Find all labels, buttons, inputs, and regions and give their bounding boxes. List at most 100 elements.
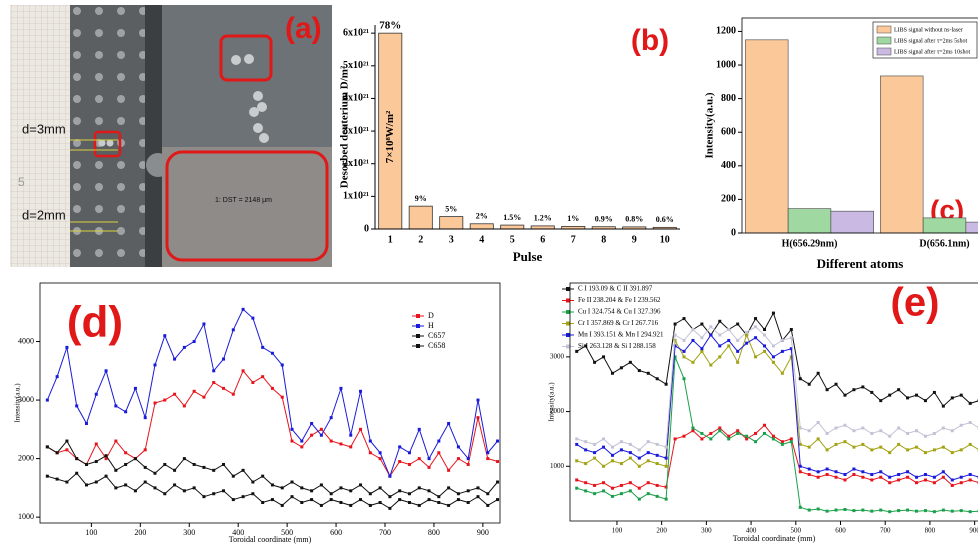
- point: [45, 474, 49, 478]
- point: [496, 480, 500, 484]
- point: [628, 489, 632, 493]
- x-tick-label: 500: [281, 528, 293, 537]
- x-tick-label: 3: [449, 234, 454, 245]
- point: [378, 451, 382, 455]
- point: [456, 492, 460, 496]
- point: [906, 431, 910, 435]
- point: [968, 442, 972, 446]
- point: [941, 475, 945, 479]
- point: [762, 349, 766, 353]
- point: [879, 470, 883, 474]
- point: [476, 495, 480, 499]
- point: [290, 427, 294, 431]
- point: [628, 456, 632, 460]
- point: [212, 492, 216, 496]
- point: [771, 355, 775, 359]
- point: [593, 456, 597, 460]
- point: [310, 489, 314, 493]
- series-line: [576, 334, 978, 481]
- y-tick-label: 1x10²¹: [343, 191, 369, 202]
- x-tick-label: 700: [880, 527, 891, 535]
- point: [888, 475, 892, 479]
- point: [673, 437, 677, 441]
- point: [619, 366, 623, 370]
- point: [709, 431, 713, 435]
- zoom-image: [162, 5, 332, 147]
- point: [888, 451, 892, 455]
- x-tick-label: 800: [428, 528, 440, 537]
- point: [212, 369, 216, 373]
- sample-strip: [70, 5, 145, 267]
- point: [888, 510, 892, 514]
- point: [388, 474, 392, 478]
- point: [261, 501, 265, 505]
- y-tick-label: 2x10²¹: [343, 158, 369, 169]
- point: [825, 509, 829, 513]
- point: [789, 440, 793, 444]
- point: [222, 357, 226, 361]
- point: [798, 377, 802, 381]
- point: [45, 445, 49, 449]
- point: [447, 468, 451, 472]
- edge-strip: [145, 5, 162, 267]
- point: [932, 448, 936, 452]
- point: [602, 355, 606, 359]
- point: [736, 360, 740, 364]
- point: [368, 439, 372, 443]
- point: [762, 333, 766, 337]
- bar-percent-label: 9%: [415, 194, 427, 203]
- y-tick-label: 1000: [716, 59, 736, 70]
- point: [718, 319, 722, 323]
- point: [691, 429, 695, 433]
- point: [602, 437, 606, 441]
- point: [359, 483, 363, 487]
- panel-label: (a): [285, 12, 322, 45]
- point: [897, 509, 901, 513]
- point: [593, 360, 597, 364]
- point: [870, 390, 874, 394]
- point: [447, 503, 451, 507]
- point: [447, 421, 451, 425]
- point: [270, 498, 274, 502]
- point: [417, 457, 421, 461]
- y-axis-label: Intensity(a.u.): [548, 382, 556, 422]
- point: [163, 492, 167, 496]
- point: [610, 494, 614, 498]
- highlight-box: [93, 130, 122, 158]
- point: [807, 429, 811, 433]
- point: [241, 369, 245, 373]
- point: [593, 483, 597, 487]
- x-tick-label: 400: [746, 527, 757, 535]
- point: [762, 431, 766, 435]
- point: [932, 390, 936, 394]
- x-tick-label: 600: [330, 528, 342, 537]
- point: [290, 480, 294, 484]
- point: [466, 489, 470, 493]
- y-tick-label: 1200: [716, 26, 736, 37]
- point: [94, 442, 98, 446]
- point: [339, 386, 343, 390]
- point: [124, 410, 128, 414]
- legend-marker: [416, 334, 420, 338]
- point: [55, 375, 59, 379]
- legend-label: Si I 263.128 & Si I 288.158: [578, 342, 656, 350]
- point: [319, 483, 323, 487]
- x-tick-label: D(656.1nm): [919, 238, 969, 249]
- point: [915, 445, 919, 449]
- point: [932, 481, 936, 485]
- point: [798, 442, 802, 446]
- x-tick-label: 600: [835, 527, 846, 535]
- legend-marker: [566, 310, 570, 314]
- point: [349, 489, 353, 493]
- bar: [745, 39, 789, 234]
- point: [834, 382, 838, 386]
- point: [182, 489, 186, 493]
- point: [673, 333, 677, 337]
- point: [466, 457, 470, 461]
- point: [745, 437, 749, 441]
- point: [65, 345, 69, 349]
- chart-panel: (b) Pulse Desorbed deuterium D/m² 0 1x10²¹ 2x…: [339, 20, 680, 264]
- point: [192, 389, 196, 393]
- point: [94, 392, 98, 396]
